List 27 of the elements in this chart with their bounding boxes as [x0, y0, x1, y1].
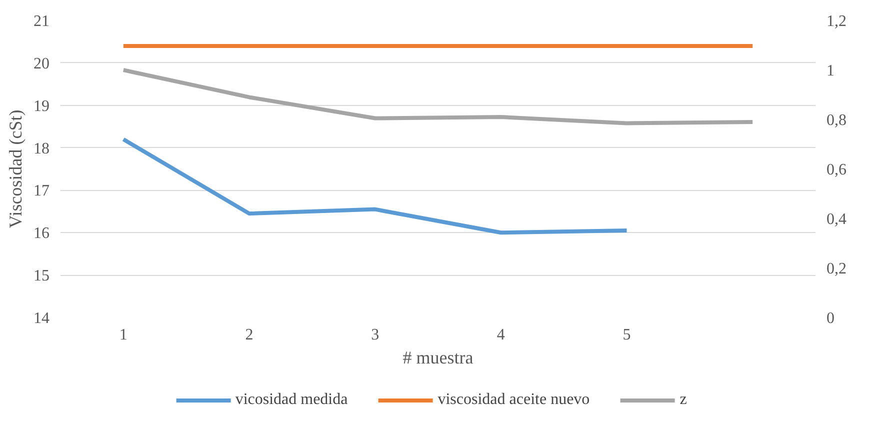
legend-label: z	[680, 391, 688, 409]
y-tick-label: 15	[34, 268, 50, 285]
legend-label: vicosidad medida	[235, 391, 348, 409]
y2-tick-label: 1	[826, 62, 834, 80]
x-tick-label: 5	[622, 326, 631, 344]
y2-tick-label: 0,6	[826, 162, 846, 178]
x-tick-label: 2	[245, 326, 254, 344]
line-series	[121, 68, 755, 126]
y-tick-label: 17	[34, 182, 50, 200]
y2-tick-label: 0,4	[826, 211, 846, 228]
y-tick-label: 19	[34, 98, 50, 115]
y2-tick-label: 0	[826, 310, 834, 327]
y-tick-label: 18	[34, 140, 50, 158]
y-tick-label: 16	[34, 225, 50, 242]
line-series	[121, 137, 629, 235]
x-tick-label: 1	[119, 326, 128, 344]
y-axis-title: Viscosidad (cSt)	[6, 110, 26, 228]
x-tick-label: 3	[371, 326, 380, 344]
x-axis-title: # muestra	[402, 348, 474, 368]
y-tick-label: 20	[34, 55, 50, 72]
x-tick-label: 4	[496, 326, 505, 344]
legend-label: viscosidad aceite nuevo	[438, 391, 590, 409]
y-tick-label: 21	[34, 13, 50, 30]
y2-tick-label: 0,2	[826, 260, 846, 278]
y2-tick-label: 1,2	[826, 13, 846, 30]
y2-tick-label: 0,8	[826, 112, 846, 129]
y-tick-label: 14	[34, 310, 50, 327]
